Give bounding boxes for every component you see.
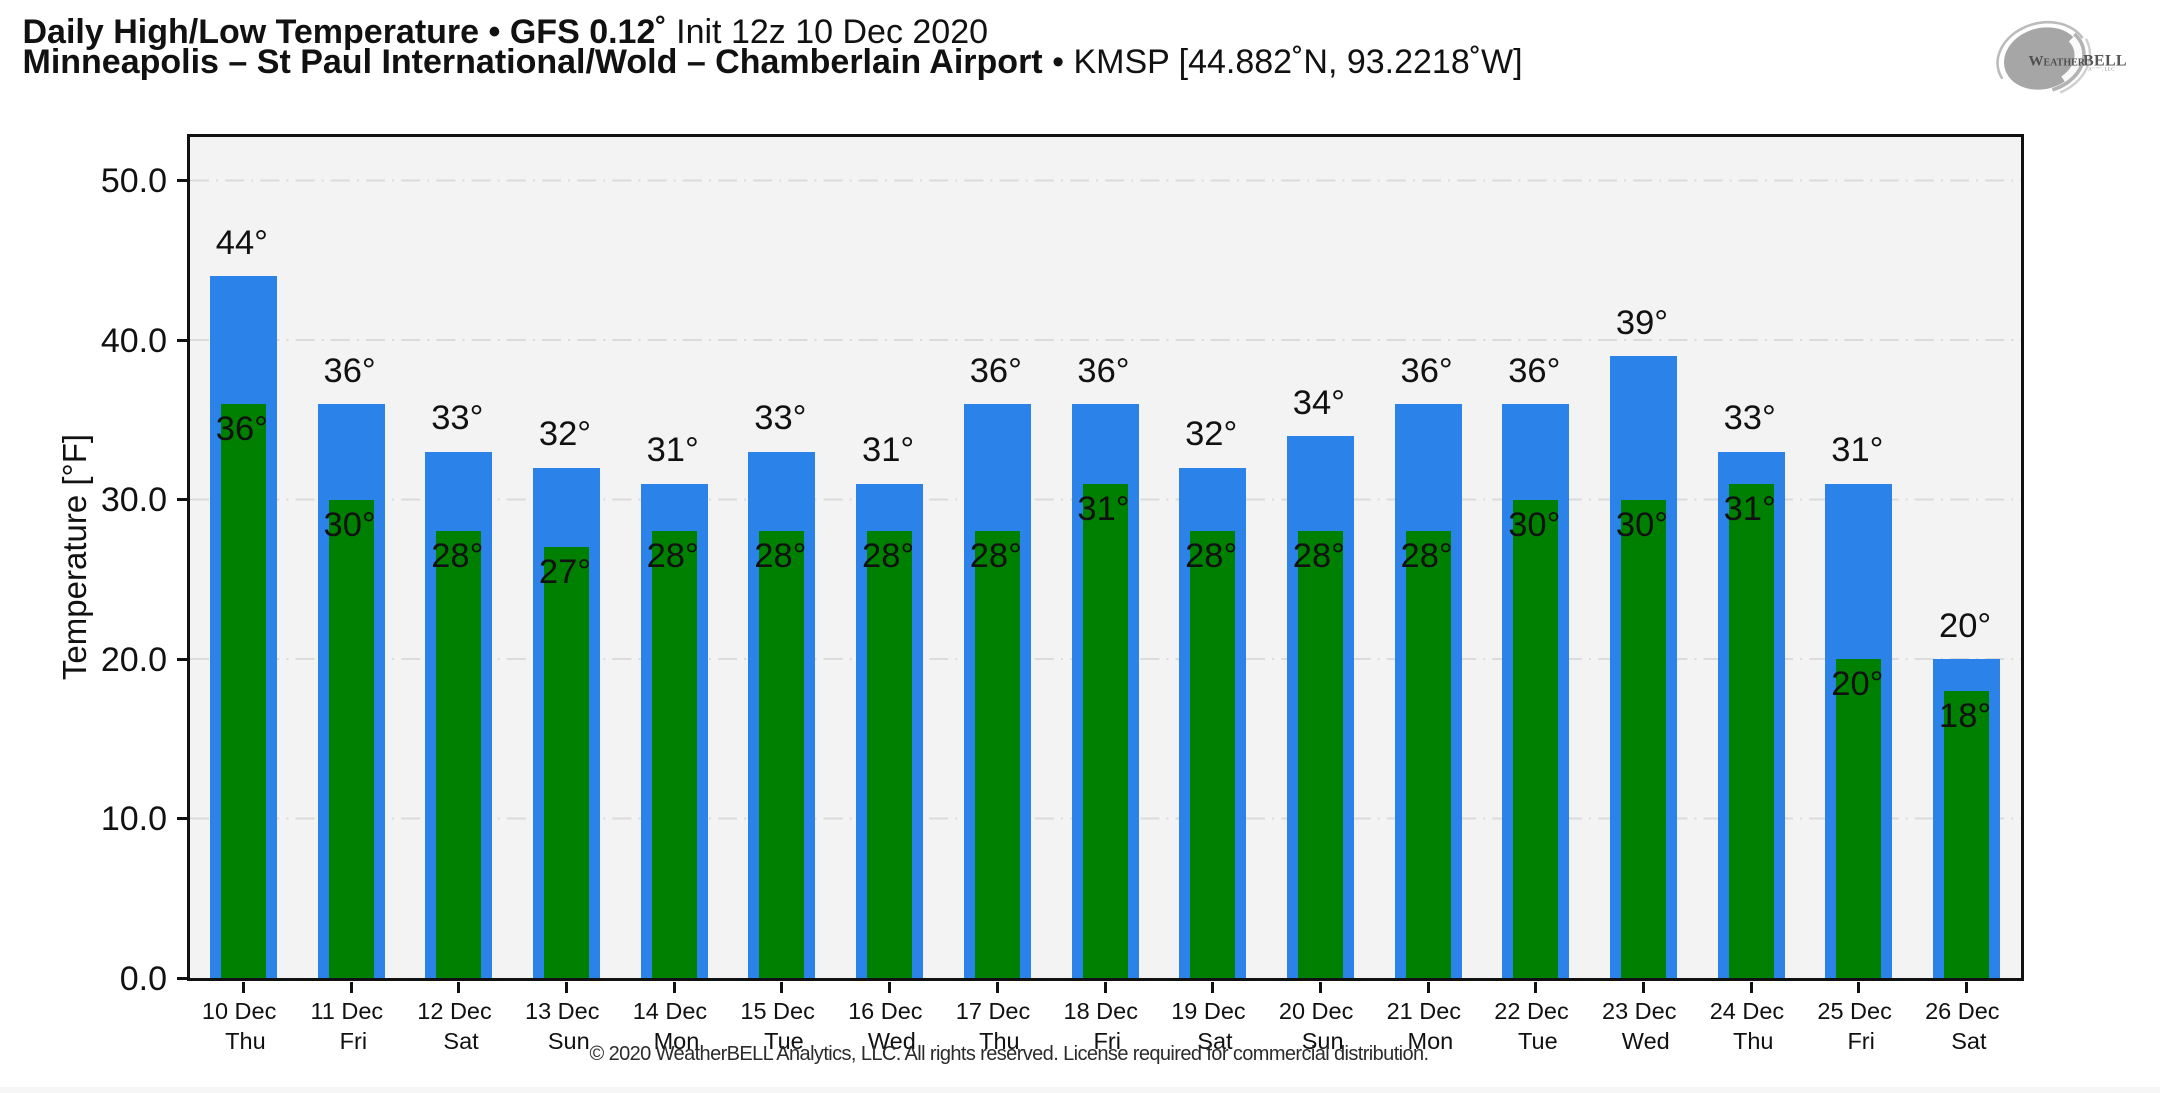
svg-text:BELL: BELL	[2083, 53, 2127, 70]
svg-text:Aʹʹʹʹʹʹʹʹ, LLC: Aʹʹʹʹʹʹʹʹ, LLC	[2088, 66, 2115, 73]
svg-text:WEATHER: WEATHER	[2029, 54, 2086, 70]
